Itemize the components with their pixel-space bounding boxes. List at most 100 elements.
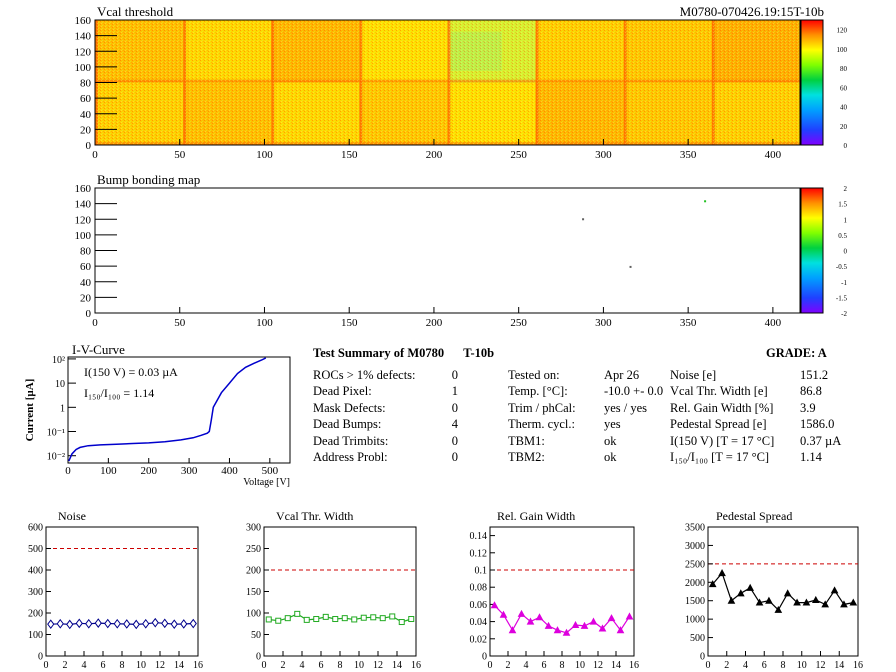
- data-point: [625, 612, 634, 620]
- y-tick-label: 100: [75, 62, 92, 74]
- data-point: [746, 583, 755, 591]
- x-tick-label: 4: [82, 660, 87, 671]
- data-point: [180, 619, 188, 629]
- y-tick-label: 250: [246, 544, 261, 555]
- summary-title-block: Test Summary of M0780 T-10b: [313, 345, 494, 361]
- x-tick-label: 16: [853, 660, 863, 671]
- data-point: [151, 617, 159, 628]
- data-point: [294, 610, 301, 617]
- data-point: [840, 600, 848, 608]
- data-point: [66, 619, 74, 630]
- threshold-palette: [800, 19, 824, 146]
- data-point: [341, 615, 348, 622]
- dead-bump-point: [582, 218, 585, 221]
- y-tick-label: 20: [80, 292, 92, 304]
- x-tick-label: 2: [724, 660, 729, 671]
- data-point: [132, 619, 140, 630]
- data-point: [275, 617, 282, 624]
- y-tick-label: 3500: [685, 523, 705, 534]
- x-tick-label: 0: [92, 149, 98, 161]
- y-tick-label: 300: [28, 587, 43, 598]
- x-tick-label: 6: [101, 660, 106, 671]
- y-tick-label: 300: [246, 523, 261, 534]
- y-tick-label: 80: [80, 246, 92, 258]
- x-tick-label: 250: [510, 149, 527, 161]
- y-tick-label: 60: [80, 93, 92, 105]
- palette-label: 1: [844, 216, 848, 224]
- y-tick-label: 0: [86, 308, 92, 320]
- data-point: [332, 616, 339, 623]
- x-tick-label: 4: [300, 660, 305, 671]
- y-tick-label: 100: [28, 630, 43, 641]
- bump-palette: [800, 187, 824, 314]
- palette-label: 20: [840, 123, 848, 131]
- pedestal-spread-series-line: [712, 571, 854, 611]
- data-point: [360, 614, 367, 621]
- iv-annotation-ratio: I₁₅₀/I₁₀₀ = 1.14: [84, 386, 154, 400]
- x-tick-label: 400: [765, 317, 782, 329]
- palette-label: 60: [840, 84, 848, 92]
- y-tick-label: 20: [80, 124, 92, 136]
- x-tick-label: 8: [338, 660, 343, 671]
- x-tick-label: 300: [595, 149, 612, 161]
- palette-label: -2: [841, 310, 847, 318]
- vcal-threshold-map-module-id: M0780-070426.19:15T-10b: [680, 4, 824, 19]
- x-tick-label: 0: [65, 465, 71, 477]
- x-tick-label: 14: [834, 660, 844, 671]
- rel-gain-width-title: Rel. Gain Width: [497, 509, 575, 523]
- summary-col1-row: Dead Pixel: 1: [313, 384, 458, 399]
- y-tick-label: 80: [80, 78, 92, 90]
- x-tick-label: 6: [542, 660, 547, 671]
- summary-col1: ROCs > 1% defects: 0 Dead Pixel: 1 Mask De…: [313, 367, 458, 465]
- iv-curve-frame: [67, 356, 291, 464]
- y-tick-label: 120: [75, 214, 92, 226]
- y-tick-label: 3000: [685, 541, 705, 552]
- y-tick-label: 0: [38, 652, 43, 663]
- x-tick-label: 16: [411, 660, 421, 671]
- x-tick-label: 500: [262, 465, 279, 477]
- x-tick-label: 400: [765, 149, 782, 161]
- x-tick-label: 150: [341, 149, 358, 161]
- y-tick-label: 160: [75, 183, 92, 195]
- y-tick-label: 1500: [685, 596, 705, 607]
- data-point: [811, 595, 820, 603]
- data-point: [727, 596, 736, 604]
- x-tick-label: 4: [743, 660, 748, 671]
- palette-label: 120: [837, 27, 848, 35]
- summary-col2-values: Apr 26 -10.0 +- 0.0 yes / yes yes ok ok: [604, 368, 664, 465]
- data-point: [765, 596, 773, 604]
- y-tick-label: 10⁻¹: [47, 428, 65, 439]
- data-point: [313, 616, 320, 623]
- x-tick-label: 10: [797, 660, 807, 671]
- x-tick-label: 50: [174, 317, 186, 329]
- y-tick-label: 10⁻²: [47, 452, 65, 463]
- data-point: [736, 589, 745, 597]
- x-tick-label: 8: [120, 660, 125, 671]
- x-tick-label: 350: [680, 317, 697, 329]
- data-point: [544, 621, 553, 629]
- x-tick-label: 0: [262, 660, 267, 671]
- y-tick-label: 1: [60, 403, 65, 414]
- x-tick-label: 12: [593, 660, 603, 671]
- x-tick-label: 200: [426, 317, 443, 329]
- y-tick-label: 0: [700, 652, 705, 663]
- palette-label: 100: [837, 46, 848, 54]
- x-tick-label: 0: [44, 660, 49, 671]
- vcal-thr-width-title: Vcal Thr. Width: [276, 509, 353, 523]
- data-point: [75, 618, 83, 629]
- x-tick-label: 100: [256, 317, 273, 329]
- x-tick-label: 150: [341, 317, 358, 329]
- vcal-thr-width-series-line: [268, 613, 412, 623]
- y-tick-label: 200: [246, 566, 261, 577]
- vcal-threshold-map-texture: [95, 20, 800, 145]
- x-tick-label: 50: [174, 149, 186, 161]
- palette-label: 0: [844, 248, 848, 256]
- palette-label: 0: [844, 142, 848, 150]
- y-tick-label: 0.04: [470, 617, 488, 628]
- bump-bonding-map-title: Bump bonding map: [97, 172, 200, 187]
- y-tick-label: 200: [28, 609, 43, 620]
- summary-module-id: T-10b: [463, 346, 495, 360]
- y-tick-label: 140: [75, 31, 92, 43]
- y-tick-label: 150: [246, 587, 261, 598]
- data-point: [379, 615, 386, 622]
